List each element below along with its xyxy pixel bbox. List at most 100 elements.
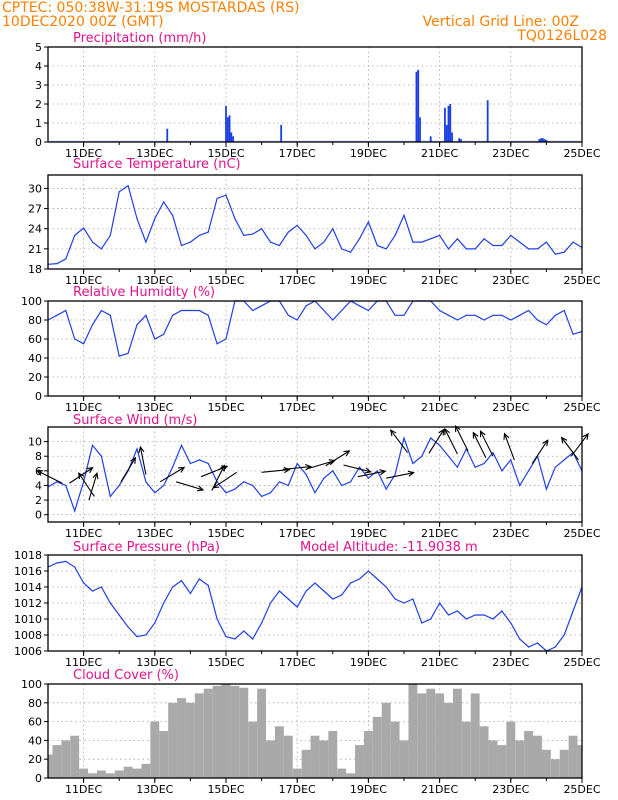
x-tick-label: 17DEC xyxy=(279,401,316,414)
series-point xyxy=(65,560,67,563)
series-point xyxy=(278,481,280,483)
series-point xyxy=(545,488,548,490)
x-tick-label: 13DEC xyxy=(136,783,173,796)
y-tick-label: 18 xyxy=(28,263,42,276)
series-point xyxy=(323,309,325,312)
wind-arrow xyxy=(120,457,136,483)
panel-title: Surface Pressure (hPa) xyxy=(73,540,220,555)
wind-arrow xyxy=(455,425,469,452)
series-point xyxy=(180,580,183,582)
wind-arrow xyxy=(36,470,63,484)
series-point xyxy=(447,455,450,457)
wind-arrow-head xyxy=(304,464,313,471)
cloud-bar xyxy=(79,768,89,778)
x-tick-label: 19DEC xyxy=(350,274,387,287)
cloud-bar xyxy=(283,735,293,778)
series-point xyxy=(225,194,227,196)
series-point xyxy=(510,234,512,237)
x-tick-label: 11DEC xyxy=(65,401,102,414)
panel-4: 0 2 46 810 11DEC 13DEC 15DEC 17DEC 19DEC 21DEC 23D… xyxy=(28,413,601,540)
series-point xyxy=(341,594,343,596)
cloud-bar xyxy=(417,693,427,778)
series-point xyxy=(554,314,556,316)
wind-arrow xyxy=(213,471,237,489)
series-point xyxy=(74,566,76,568)
x-tick-label: 25DEC xyxy=(563,274,600,287)
series-point xyxy=(100,586,102,588)
series-point xyxy=(367,309,369,312)
wind-arrow xyxy=(307,460,335,470)
wind-arrow xyxy=(531,439,549,464)
series-point xyxy=(403,437,405,439)
wind-arrow-head xyxy=(178,466,186,473)
series-point xyxy=(483,614,485,616)
series-point xyxy=(109,602,111,604)
panel-title: Surface Temperature (nC) xyxy=(73,157,241,172)
series-point xyxy=(269,602,272,604)
x-tick-label: 15DEC xyxy=(207,783,244,796)
cloud-bar xyxy=(292,768,302,778)
cloud-bar xyxy=(488,740,498,778)
x-tick-label: 21DEC xyxy=(421,656,458,669)
series-point xyxy=(198,309,200,312)
y-tick-label: 0 xyxy=(35,390,42,403)
panels: 0 1 2 3 4 5 11DEC 13DEC 15DEC 17DEC 19DEC 21DEC 23DE… xyxy=(14,31,601,796)
wind-arrow xyxy=(176,481,204,491)
cloud-bar xyxy=(372,716,382,778)
series-point xyxy=(109,314,111,316)
y-tick-label: 2 xyxy=(35,98,42,111)
cloud-bar xyxy=(328,731,338,778)
cloud-bar xyxy=(497,745,507,778)
wind-arrow-head xyxy=(196,485,205,492)
wind-arrow-head xyxy=(219,464,225,472)
series-point xyxy=(296,606,298,608)
series-point xyxy=(563,459,565,461)
series-point xyxy=(145,241,147,243)
series-point xyxy=(376,578,378,580)
series-point xyxy=(145,314,147,316)
y-tick-label: 1012 xyxy=(14,597,42,610)
series-point xyxy=(474,466,476,468)
series-point xyxy=(456,610,458,612)
precip-bar xyxy=(445,124,448,142)
precip-bar xyxy=(226,117,229,142)
series-point xyxy=(430,437,432,439)
series-point xyxy=(563,251,565,253)
panel-frame xyxy=(47,426,583,523)
cloud-bar xyxy=(177,698,186,778)
panel-frame xyxy=(47,683,583,779)
series-point xyxy=(456,238,458,240)
series-point xyxy=(261,622,263,624)
series-point xyxy=(296,462,298,465)
y-tick-label: 27 xyxy=(28,203,42,216)
series-point xyxy=(358,466,361,468)
series-point xyxy=(519,484,521,487)
wind-arrow xyxy=(504,433,515,461)
header-model: TQ0126L028 xyxy=(516,28,607,44)
y-tick-label: 1008 xyxy=(14,629,42,642)
series-point xyxy=(492,244,494,247)
wind-arrow-head xyxy=(78,472,85,480)
wind-arrow xyxy=(139,446,147,475)
series-point xyxy=(367,477,369,479)
cloud-bar xyxy=(310,735,320,778)
series-point xyxy=(563,634,565,636)
series-point xyxy=(225,492,227,494)
wind-arrow xyxy=(159,466,185,483)
x-tick-label: 15DEC xyxy=(207,401,244,414)
series-point xyxy=(536,319,539,321)
cloud-bar xyxy=(114,770,124,778)
series-point xyxy=(519,241,521,243)
series-point xyxy=(261,495,263,498)
series-point xyxy=(136,636,138,638)
cloud-bar xyxy=(381,702,391,778)
panel-3: 0 20 40 60 80 100 11DEC 13DEC 15DEC 17DEC 19DEC 21D… xyxy=(21,285,601,414)
series-point xyxy=(394,473,396,476)
series-point xyxy=(127,352,129,354)
series-point xyxy=(216,343,218,345)
series-point xyxy=(207,231,209,233)
wind-arrow xyxy=(479,430,494,457)
precip-bar xyxy=(429,136,432,142)
series-point xyxy=(198,578,200,580)
cloud-bar xyxy=(435,693,445,778)
